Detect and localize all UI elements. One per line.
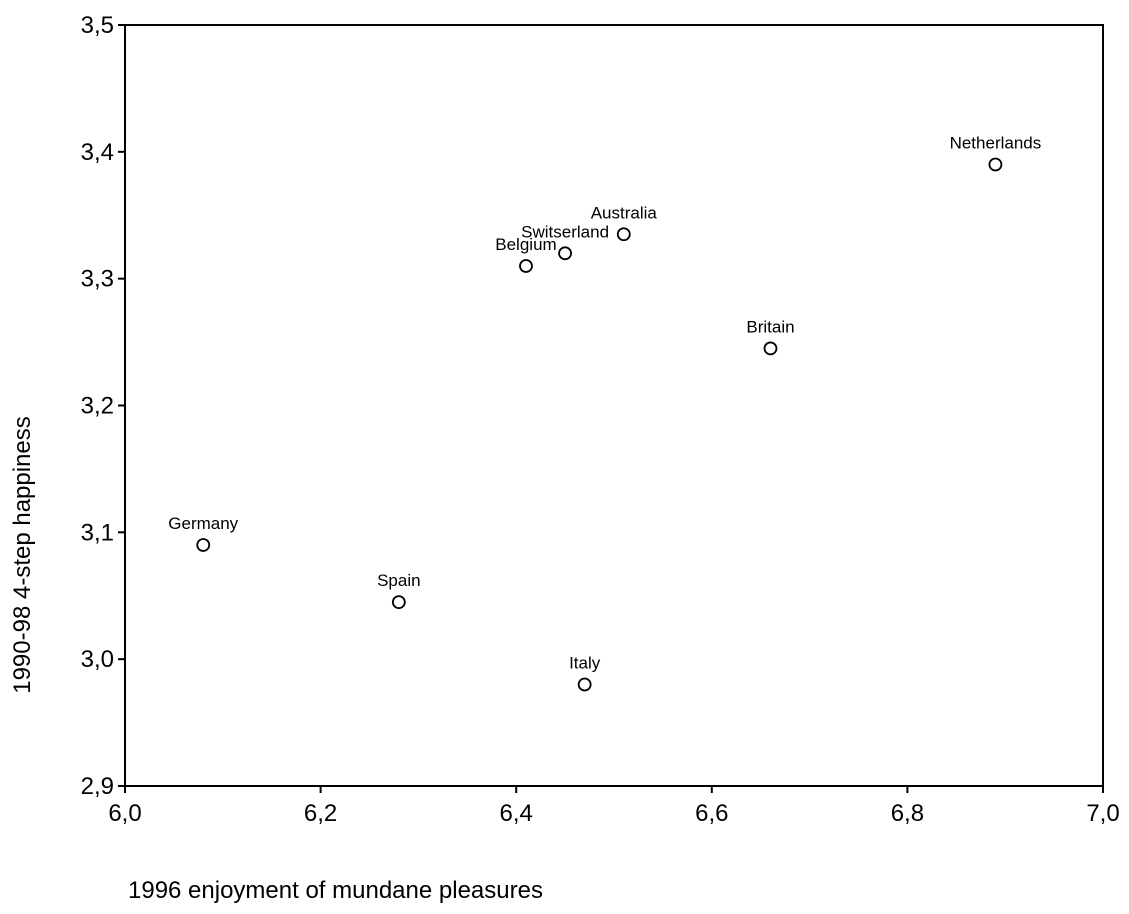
y-tick-label: 3,2 (81, 393, 114, 420)
point-label: Netherlands (950, 134, 1042, 153)
plot-area (124, 24, 1104, 787)
point-label: Australia (591, 203, 658, 222)
data-point (391, 595, 406, 609)
point-label: Switserland (521, 222, 609, 241)
data-point (519, 259, 533, 273)
data-point (558, 246, 572, 261)
y-tick-label: 3,5 (81, 12, 114, 39)
point-label: Britain (746, 317, 794, 336)
data-point (196, 538, 211, 552)
data-point (988, 157, 1003, 172)
y-axis-title: 1990-98 4-step happiness (9, 416, 36, 694)
point-label: Italy (569, 654, 601, 673)
x-tick-label: 6,6 (695, 800, 728, 827)
x-tick-label: 6,8 (891, 800, 924, 827)
point-label: Spain (377, 571, 420, 590)
x-tick-label: 6,2 (304, 800, 337, 827)
x-tick-label: 6,4 (500, 800, 533, 827)
point-label: Belgium (495, 235, 556, 254)
y-axis: 2,9 3,0 3,1 3,2 3,3 3,4 3,5 (81, 12, 125, 800)
x-axis-title: 1996 enjoyment of mundane pleasures (128, 877, 543, 904)
data-point (763, 341, 778, 356)
y-tick-label: 3,4 (81, 139, 114, 166)
y-tick-label: 3,1 (81, 519, 114, 546)
x-tick-label: 6,0 (108, 800, 141, 827)
data-point (577, 677, 592, 692)
data-point (616, 227, 631, 242)
y-tick-label: 3,3 (81, 266, 114, 293)
point-label: Germany (168, 514, 238, 533)
y-tick-label: 2,9 (81, 773, 114, 800)
x-axis: 6,0 6,2 6,4 6,6 6,8 7,0 (108, 786, 1120, 827)
x-tick-label: 7,0 (1086, 800, 1119, 827)
y-tick-label: 3,0 (81, 646, 114, 673)
